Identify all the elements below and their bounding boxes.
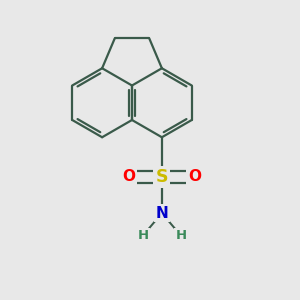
Text: N: N xyxy=(155,206,168,221)
Text: S: S xyxy=(156,168,168,186)
Text: O: O xyxy=(123,169,136,184)
Text: H: H xyxy=(175,229,186,242)
Text: H: H xyxy=(137,229,148,242)
Text: O: O xyxy=(188,169,201,184)
